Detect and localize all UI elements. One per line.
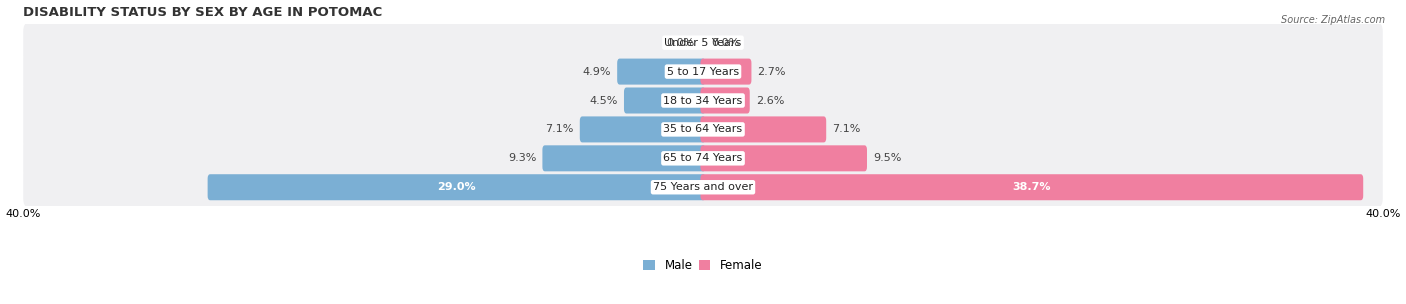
FancyBboxPatch shape [700,59,751,85]
FancyBboxPatch shape [24,52,1382,92]
FancyBboxPatch shape [579,116,706,143]
Text: 5 to 17 Years: 5 to 17 Years [666,67,740,77]
FancyBboxPatch shape [24,167,1382,207]
FancyBboxPatch shape [208,174,706,200]
FancyBboxPatch shape [700,88,749,113]
Text: 75 Years and over: 75 Years and over [652,182,754,192]
Text: 2.7%: 2.7% [758,67,786,77]
Text: 0.0%: 0.0% [711,38,740,48]
Text: 9.3%: 9.3% [508,153,537,163]
Legend: Male, Female: Male, Female [638,254,768,277]
Text: 29.0%: 29.0% [437,182,475,192]
FancyBboxPatch shape [24,138,1382,178]
Text: 65 to 74 Years: 65 to 74 Years [664,153,742,163]
Text: Source: ZipAtlas.com: Source: ZipAtlas.com [1281,15,1385,25]
Text: 7.1%: 7.1% [832,124,860,134]
FancyBboxPatch shape [624,88,706,113]
FancyBboxPatch shape [700,174,1364,200]
FancyBboxPatch shape [24,81,1382,120]
Text: 7.1%: 7.1% [546,124,574,134]
FancyBboxPatch shape [24,23,1382,63]
FancyBboxPatch shape [24,109,1382,149]
FancyBboxPatch shape [700,116,827,143]
Text: 35 to 64 Years: 35 to 64 Years [664,124,742,134]
Text: 0.0%: 0.0% [666,38,695,48]
Text: Under 5 Years: Under 5 Years [665,38,741,48]
Text: 18 to 34 Years: 18 to 34 Years [664,95,742,105]
FancyBboxPatch shape [543,145,706,171]
Text: 4.5%: 4.5% [589,95,619,105]
FancyBboxPatch shape [700,145,868,171]
Text: 38.7%: 38.7% [1012,182,1052,192]
Text: 2.6%: 2.6% [755,95,785,105]
Text: 9.5%: 9.5% [873,153,901,163]
Text: 4.9%: 4.9% [582,67,612,77]
FancyBboxPatch shape [617,59,706,85]
Text: DISABILITY STATUS BY SEX BY AGE IN POTOMAC: DISABILITY STATUS BY SEX BY AGE IN POTOM… [24,5,382,19]
